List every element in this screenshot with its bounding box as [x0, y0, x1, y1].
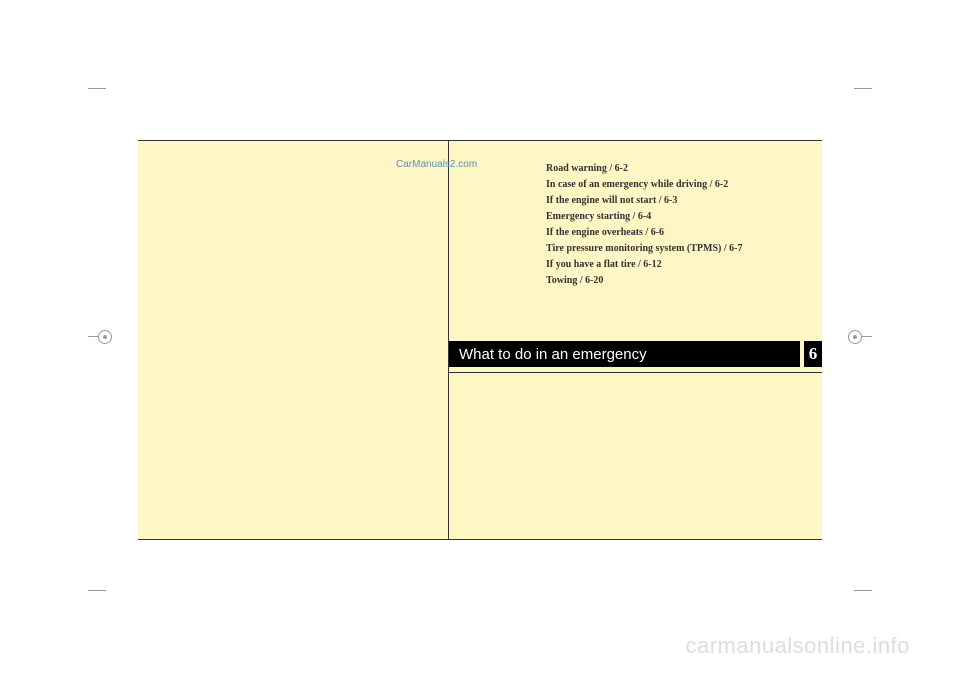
chapter-number: 6 — [800, 341, 822, 367]
toc-item: Road warning / 6-2 — [546, 161, 742, 177]
watermark-source-bottom: carmanualsonline.info — [685, 633, 910, 659]
chapter-title-bar: What to do in an emergency 6 — [449, 341, 822, 367]
register-mark — [848, 330, 862, 344]
toc-item: If the engine overheats / 6-6 — [546, 225, 742, 241]
crop-mark — [88, 590, 106, 591]
register-mark — [98, 330, 112, 344]
crop-mark — [854, 88, 872, 89]
table-of-contents: Road warning / 6-2 In case of an emergen… — [546, 161, 742, 289]
register-mark — [862, 336, 872, 337]
vertical-divider — [448, 141, 449, 539]
watermark-source-top: CarManuals2.com — [396, 159, 477, 170]
divider — [449, 372, 822, 373]
toc-item: Emergency starting / 6-4 — [546, 209, 742, 225]
manual-page: CarManuals2.com Road warning / 6-2 In ca… — [138, 140, 822, 540]
toc-item: Towing / 6-20 — [546, 273, 742, 289]
crop-mark — [88, 88, 106, 89]
crop-mark — [854, 590, 872, 591]
toc-item: Tire pressure monitoring system (TPMS) /… — [546, 241, 742, 257]
toc-item: In case of an emergency while driving / … — [546, 177, 742, 193]
toc-item: If the engine will not start / 6-3 — [546, 193, 742, 209]
toc-item: If you have a flat tire / 6-12 — [546, 257, 742, 273]
chapter-title: What to do in an emergency — [459, 346, 647, 363]
register-mark — [88, 336, 98, 337]
